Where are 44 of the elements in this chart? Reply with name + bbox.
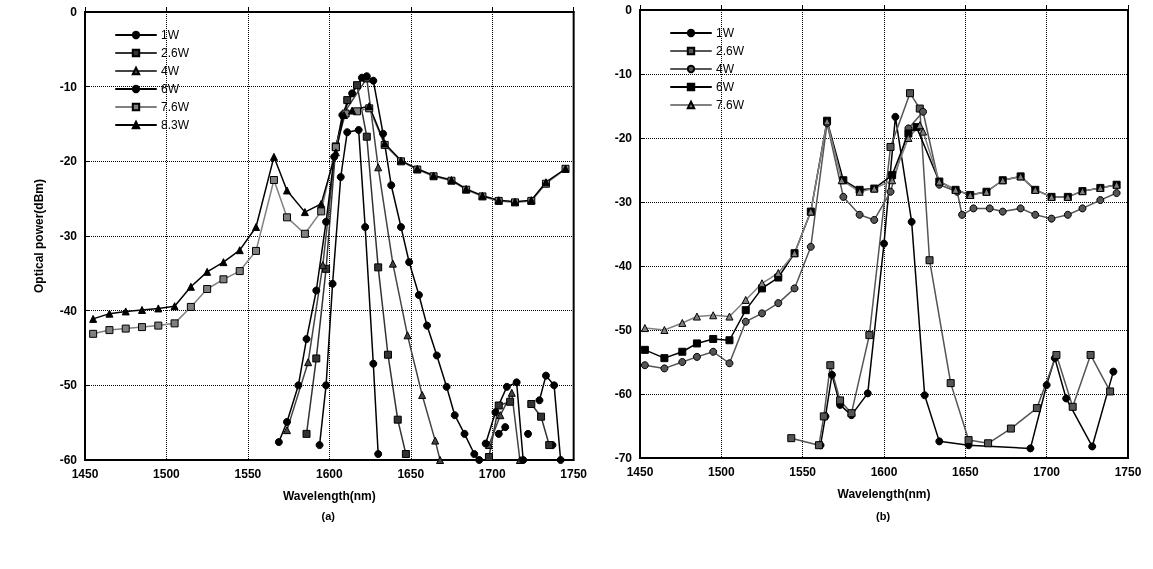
x-tick-label: 1600 bbox=[870, 465, 898, 479]
x-tick-label: 1750 bbox=[1114, 465, 1142, 479]
y-tick-label: -70 bbox=[614, 451, 633, 465]
legend-label: 7.6W bbox=[161, 100, 190, 114]
y-tick-label: -60 bbox=[614, 387, 633, 401]
y-tick-label: -50 bbox=[614, 323, 633, 337]
legend-label: 2.6W bbox=[161, 46, 190, 60]
x-tick-label: 1600 bbox=[315, 467, 343, 481]
y-tick-label: -10 bbox=[614, 67, 633, 81]
y-tick-label: -20 bbox=[614, 131, 633, 145]
y-axis-title: Optical power(dBm) bbox=[32, 178, 46, 294]
legend-label: 2.6W bbox=[716, 44, 745, 58]
legend-label: 1W bbox=[716, 26, 735, 40]
x-axis-title: Wavelength(nm) bbox=[282, 489, 376, 503]
x-tick-label: 1550 bbox=[789, 465, 817, 479]
y-tick-label: 0 bbox=[70, 5, 78, 19]
y-tick-label: -20 bbox=[59, 154, 78, 169]
y-tick-label: -60 bbox=[59, 453, 78, 467]
legend-label: 7.6W bbox=[716, 98, 745, 112]
x-tick-label: 1500 bbox=[707, 465, 735, 479]
x-tick-label: 1500 bbox=[153, 467, 181, 481]
x-axis-title: Wavelength(nm) bbox=[837, 487, 931, 501]
text: (a) bbox=[321, 509, 336, 522]
y-tick-label: -30 bbox=[59, 229, 78, 243]
x-tick-label: 1750 bbox=[560, 467, 588, 481]
legend-label: 8.3W bbox=[161, 118, 190, 132]
legend-label: 4W bbox=[161, 64, 180, 78]
x-tick-label: 1700 bbox=[1033, 465, 1061, 479]
y-tick-label: -30 bbox=[614, 195, 633, 209]
x-tick-label: 1700 bbox=[478, 467, 506, 481]
legend-label: 4W bbox=[716, 62, 735, 76]
legend-label: 6W bbox=[716, 80, 735, 94]
y-tick-label: -40 bbox=[614, 259, 633, 273]
y-tick-label: -40 bbox=[59, 303, 78, 318]
text: (b) bbox=[876, 509, 891, 522]
legend-label: 1W bbox=[161, 28, 180, 42]
y-tick-label: -10 bbox=[59, 79, 78, 94]
y-tick-label: -50 bbox=[59, 378, 78, 393]
x-tick-label: 1450 bbox=[71, 467, 99, 481]
x-tick-label: 1650 bbox=[397, 467, 425, 481]
x-tick-label: 1550 bbox=[234, 467, 262, 481]
y-tick-label: 0 bbox=[625, 3, 633, 17]
x-tick-label: 1650 bbox=[951, 465, 979, 479]
x-tick-label: 1450 bbox=[626, 465, 654, 479]
